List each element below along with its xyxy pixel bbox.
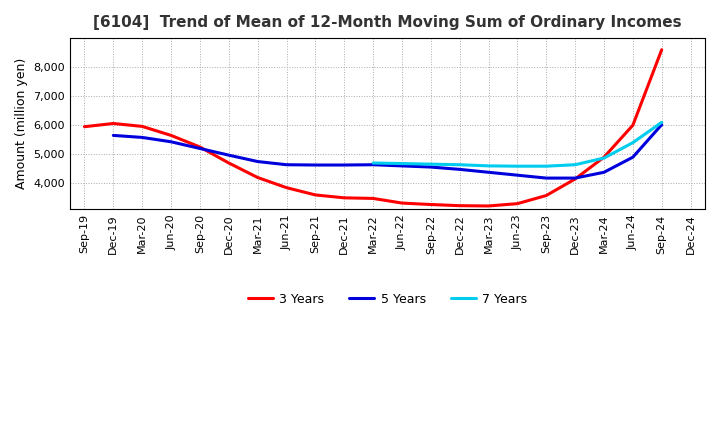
5 Years xyxy=(282,162,291,167)
7 Years xyxy=(542,164,551,169)
5 Years xyxy=(225,153,233,158)
5 Years xyxy=(513,172,522,178)
Legend: 3 Years, 5 Years, 7 Years: 3 Years, 5 Years, 7 Years xyxy=(243,288,532,311)
7 Years xyxy=(657,120,666,125)
5 Years xyxy=(138,135,146,140)
5 Years xyxy=(600,170,608,175)
Line: 5 Years: 5 Years xyxy=(113,125,662,178)
5 Years xyxy=(167,139,176,144)
3 Years xyxy=(253,175,262,180)
Title: [6104]  Trend of Mean of 12-Month Moving Sum of Ordinary Incomes: [6104] Trend of Mean of 12-Month Moving … xyxy=(93,15,682,30)
7 Years xyxy=(629,140,637,145)
Line: 3 Years: 3 Years xyxy=(84,50,662,206)
5 Years xyxy=(196,146,204,151)
3 Years xyxy=(571,176,580,182)
3 Years xyxy=(426,202,435,207)
7 Years xyxy=(397,161,406,166)
7 Years xyxy=(513,164,522,169)
3 Years xyxy=(340,195,348,201)
Line: 7 Years: 7 Years xyxy=(373,122,662,166)
3 Years xyxy=(542,193,551,198)
3 Years xyxy=(657,47,666,52)
3 Years xyxy=(138,124,146,129)
7 Years xyxy=(571,162,580,167)
5 Years xyxy=(109,133,117,138)
3 Years xyxy=(109,121,117,126)
3 Years xyxy=(369,196,377,201)
3 Years xyxy=(513,201,522,206)
3 Years xyxy=(629,123,637,128)
5 Years xyxy=(253,159,262,164)
5 Years xyxy=(571,176,580,181)
7 Years xyxy=(369,160,377,165)
3 Years xyxy=(311,192,320,198)
Y-axis label: Amount (million yen): Amount (million yen) xyxy=(15,58,28,189)
7 Years xyxy=(426,161,435,167)
3 Years xyxy=(282,185,291,191)
3 Years xyxy=(455,203,464,208)
3 Years xyxy=(600,154,608,160)
7 Years xyxy=(600,155,608,161)
5 Years xyxy=(629,154,637,160)
3 Years xyxy=(80,124,89,129)
5 Years xyxy=(485,170,493,175)
5 Years xyxy=(542,176,551,181)
7 Years xyxy=(455,162,464,167)
5 Years xyxy=(657,122,666,127)
5 Years xyxy=(369,162,377,167)
3 Years xyxy=(167,133,176,138)
3 Years xyxy=(397,201,406,206)
3 Years xyxy=(485,203,493,209)
3 Years xyxy=(225,160,233,165)
5 Years xyxy=(340,162,348,168)
5 Years xyxy=(311,162,320,168)
7 Years xyxy=(485,163,493,169)
5 Years xyxy=(455,167,464,172)
5 Years xyxy=(426,165,435,170)
5 Years xyxy=(397,163,406,169)
3 Years xyxy=(196,144,204,150)
